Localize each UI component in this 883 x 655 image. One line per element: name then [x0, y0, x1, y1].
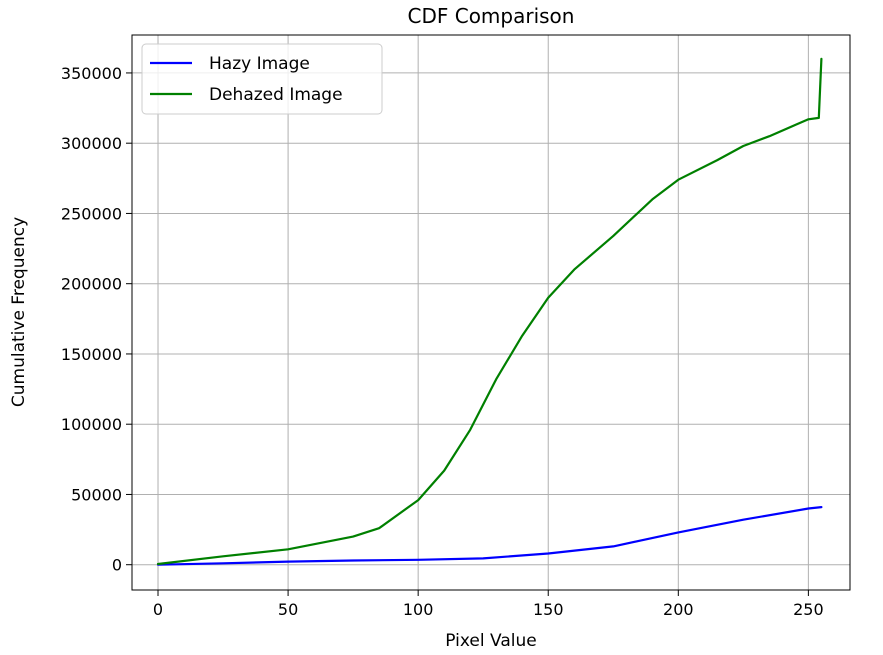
- x-tick-label: 100: [403, 600, 434, 619]
- x-axis-ticks: 0 50 100 150 200 250: [153, 590, 824, 619]
- legend-label-dehazed: Dehazed Image: [209, 85, 343, 105]
- y-tick-label: 50000: [71, 485, 122, 504]
- series-line-1: [156, 57, 823, 566]
- x-axis-label: Pixel Value: [445, 631, 536, 651]
- y-tick-label: 0: [112, 556, 122, 575]
- y-tick-label: 150000: [61, 345, 122, 364]
- series-lines: [156, 57, 823, 566]
- series-line-0: [156, 506, 823, 566]
- x-tick-label: 250: [793, 600, 824, 619]
- x-tick-label: 150: [533, 600, 564, 619]
- y-tick-label: 100000: [61, 415, 122, 434]
- grid-lines: [132, 35, 850, 590]
- legend-box: [141, 43, 383, 115]
- y-tick-label: 250000: [61, 204, 122, 223]
- x-tick-label: 200: [663, 600, 694, 619]
- y-axis-label: Cumulative Frequency: [9, 217, 29, 407]
- plot-frame: [131, 34, 851, 591]
- chart-title: CDF Comparison: [408, 4, 575, 28]
- y-tick-label: 300000: [61, 134, 122, 153]
- legend: Hazy Image Dehazed Image: [141, 43, 383, 115]
- x-tick-label: 50: [278, 600, 298, 619]
- y-tick-label: 350000: [61, 64, 122, 83]
- y-axis-ticks: 0 50000 100000 150000 200000 250000 300000 3500…: [61, 64, 132, 575]
- y-tick-label: 200000: [61, 275, 122, 294]
- legend-label-hazy: Hazy Image: [209, 54, 310, 74]
- x-tick-label: 0: [153, 600, 163, 619]
